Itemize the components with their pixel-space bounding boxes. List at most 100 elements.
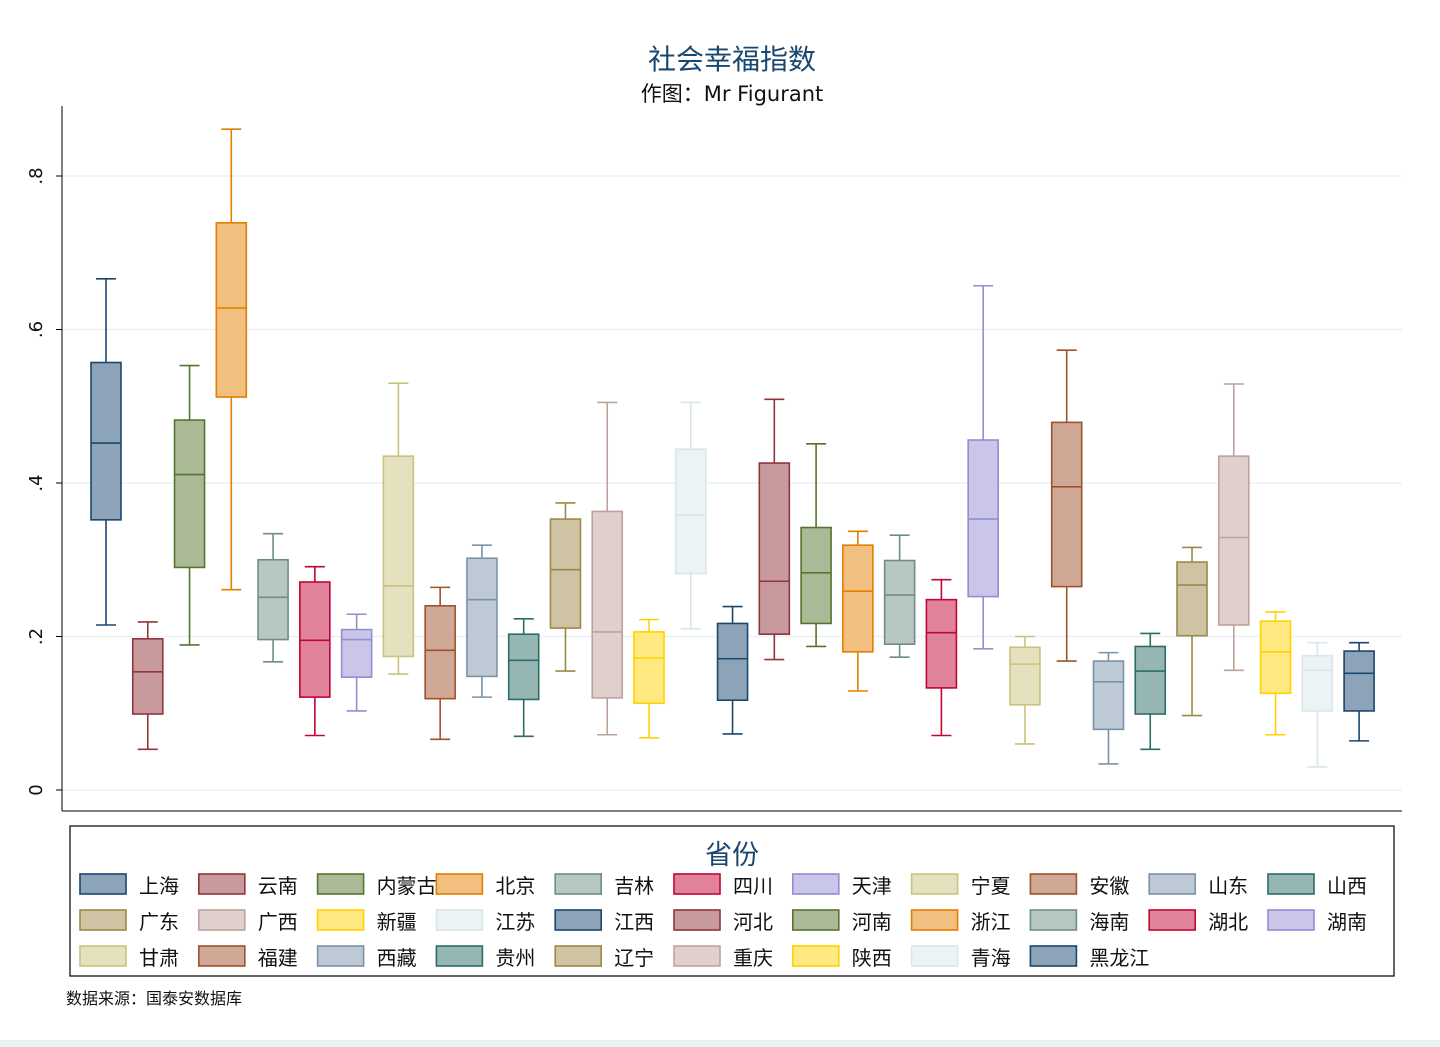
box-黑龙江	[1343, 641, 1375, 742]
legend-swatch	[1148, 873, 1196, 895]
legend-item-辽宁: 辽宁	[554, 945, 654, 970]
legend-label: 浙江	[971, 910, 1011, 934]
legend-swatch	[554, 909, 603, 931]
legend-label: 湖北	[1208, 910, 1248, 934]
legend-item-山西: 山西	[1267, 873, 1367, 898]
legend-item-北京: 北京	[435, 873, 535, 898]
iqr-box	[173, 419, 206, 569]
iqr-box	[131, 638, 164, 715]
legend-swatch	[554, 945, 603, 967]
iqr-box	[1176, 561, 1208, 637]
iqr-box	[1259, 620, 1292, 695]
legend-label: 山东	[1208, 874, 1248, 898]
legend-swatch	[316, 873, 365, 895]
legend-item-河南: 河南	[791, 909, 892, 934]
legend-label: 河北	[733, 910, 773, 934]
chart-title: 社会幸福指数	[648, 43, 816, 76]
iqr-box	[1092, 660, 1125, 731]
iqr-box	[674, 448, 707, 575]
legend-item-海南: 海南	[1029, 909, 1129, 934]
legend-label: 河南	[852, 910, 892, 934]
box-甘肃	[1009, 635, 1041, 745]
iqr-box	[1301, 654, 1334, 712]
iqr-box	[90, 361, 122, 521]
box-青海	[1301, 641, 1334, 768]
legend-swatch	[79, 945, 127, 967]
legend-swatch	[673, 909, 721, 931]
legend-swatch	[910, 873, 959, 895]
legend-label: 湖南	[1327, 910, 1367, 934]
legend-item-上海: 上海	[79, 873, 179, 898]
y-tick-label: .2	[26, 628, 47, 645]
box-陕西	[1259, 611, 1292, 736]
legend-item-内蒙古: 内蒙古	[316, 873, 437, 898]
iqr-box	[800, 526, 832, 625]
legend-swatch	[79, 873, 127, 895]
legend-box	[69, 825, 1395, 977]
iqr-box	[633, 631, 665, 705]
box-辽宁	[1176, 546, 1208, 717]
box-湖北	[925, 578, 958, 737]
iqr-box	[716, 622, 749, 702]
box-海南	[883, 534, 916, 659]
legend-label: 福建	[258, 946, 298, 970]
box-山东	[466, 544, 498, 698]
legend-label: 北京	[495, 874, 535, 898]
iqr-box	[591, 510, 624, 699]
iqr-box	[1134, 645, 1167, 715]
iqr-box	[507, 633, 540, 701]
legend-label: 陕西	[852, 946, 892, 970]
y-tick-label: .6	[26, 321, 47, 338]
legend-swatch	[198, 945, 246, 967]
legend-swatch	[1267, 909, 1315, 931]
iqr-box	[842, 544, 874, 653]
y-tick-label: 0	[26, 784, 47, 795]
legend-swatch	[1267, 873, 1315, 895]
legend-swatch	[435, 945, 484, 967]
legend-swatch	[1029, 909, 1078, 931]
box-四川	[299, 565, 331, 737]
iqr-box	[549, 518, 582, 629]
legend-item-山东: 山东	[1148, 873, 1248, 898]
legend-item-福建: 福建	[198, 945, 298, 970]
legend-item-贵州: 贵州	[435, 945, 535, 970]
legend-item-浙江: 浙江	[910, 909, 1011, 934]
legend-swatch	[316, 909, 365, 931]
legend-label: 吉林	[614, 874, 654, 898]
box-series	[90, 128, 1375, 768]
box-贵州	[1134, 632, 1167, 751]
legend-item-河北: 河北	[673, 909, 773, 934]
legend-item-广东: 广东	[79, 909, 179, 934]
box-江苏	[674, 401, 707, 630]
box-天津	[340, 613, 373, 712]
box-云南	[131, 621, 164, 751]
iqr-box	[883, 559, 916, 645]
box-福建	[1050, 349, 1083, 662]
legend-swatch	[791, 909, 840, 931]
legend-item-天津: 天津	[791, 873, 892, 898]
iqr-box	[424, 604, 456, 700]
legend-label: 重庆	[733, 946, 773, 970]
legend-label: 黑龙江	[1089, 946, 1149, 970]
box-湖南	[967, 284, 999, 650]
legend-label: 宁夏	[971, 874, 1011, 898]
legend-swatch	[198, 873, 246, 895]
legend-item-江苏: 江苏	[435, 909, 535, 934]
legend-swatch	[791, 945, 840, 967]
iqr-box	[466, 557, 498, 678]
legend-swatch	[791, 873, 840, 895]
legend-item-云南: 云南	[198, 873, 298, 898]
legend-swatch	[1029, 945, 1078, 967]
iqr-box	[758, 462, 791, 635]
legend-label: 安徽	[1089, 874, 1129, 898]
legend-label: 江苏	[495, 910, 535, 934]
chart-subtitle: 作图：Mr Figurant	[641, 82, 824, 106]
iqr-box	[257, 558, 289, 641]
y-tick-label: .8	[26, 167, 47, 184]
legend-swatch	[673, 873, 721, 895]
legend-item-宁夏: 宁夏	[910, 873, 1011, 898]
box-新疆	[633, 618, 665, 739]
legend-label: 广西	[258, 910, 298, 934]
